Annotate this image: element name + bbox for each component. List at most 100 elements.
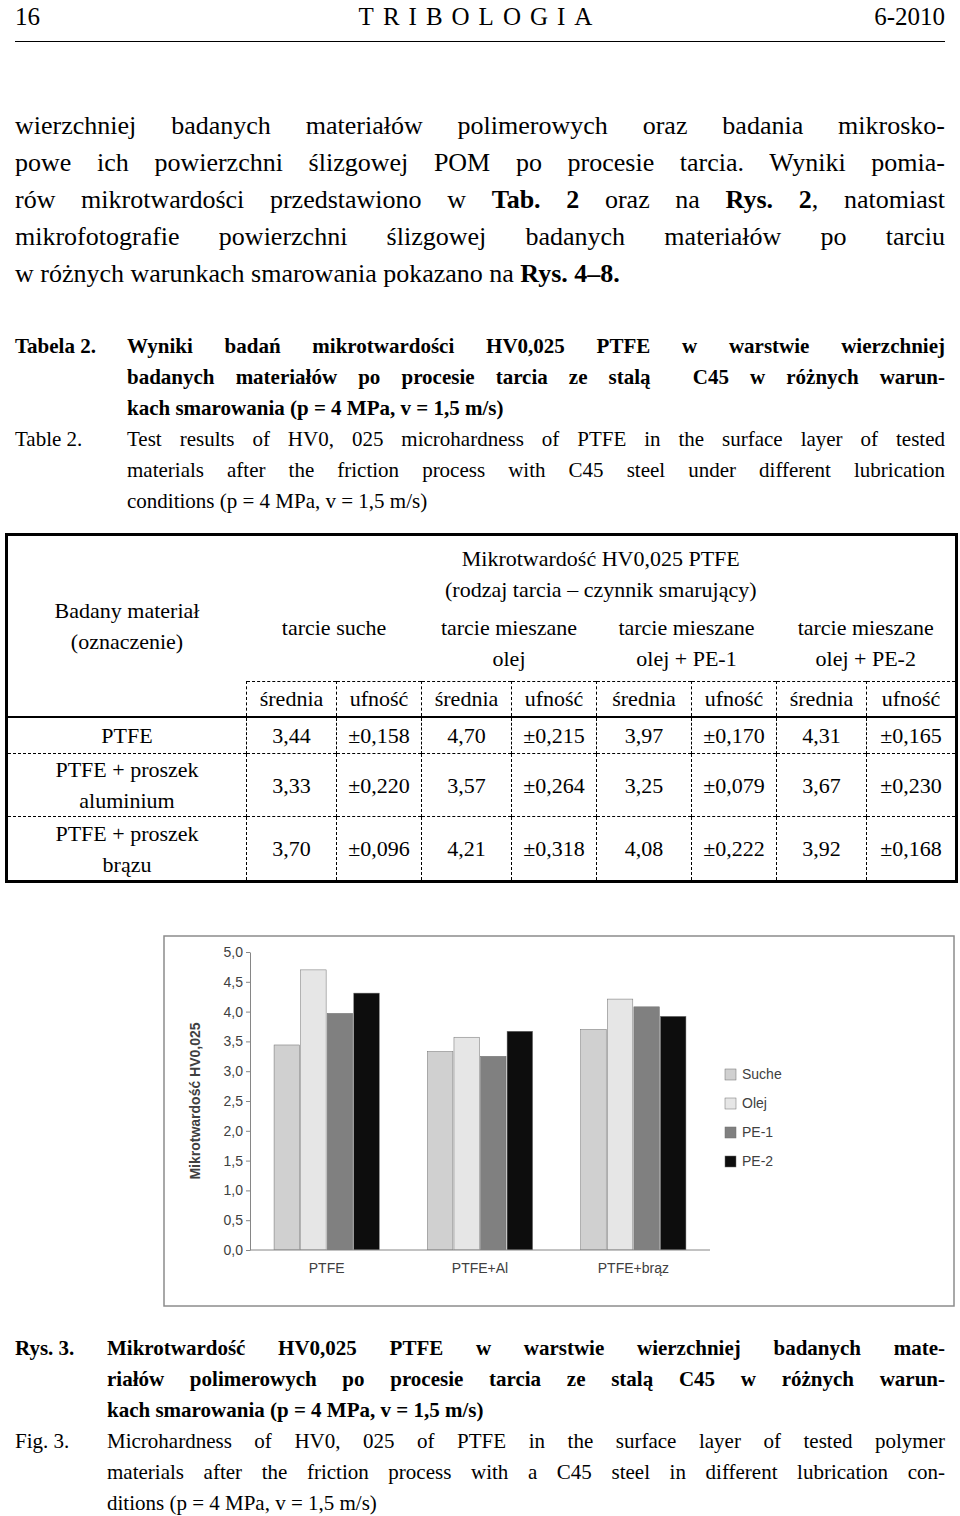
- legend-item: Olej: [725, 1095, 767, 1111]
- x-tick-label: PTFE+brąz: [598, 1260, 669, 1276]
- subheader: ufność: [512, 682, 597, 717]
- y-tick: 0,5: [224, 1212, 250, 1228]
- bold-reference: Rys. 2: [726, 185, 812, 214]
- group-header-line: Mikrotwardość HV0,025 PTFE: [462, 546, 740, 571]
- y-tick-label: 3,0: [224, 1063, 244, 1079]
- x-axis-line: [250, 1250, 710, 1251]
- paragraph: wierzchniej badanych materiałów polimero…: [15, 107, 945, 292]
- text-run: , natomiast: [812, 185, 945, 214]
- y-tick-label: 4,5: [224, 974, 244, 990]
- subheader: ufność: [337, 682, 422, 717]
- bar: [581, 1029, 607, 1250]
- condition-header: tarcie mieszane olej: [422, 612, 597, 682]
- caption-line: kach smarowania (p = 4 MPa, v = 1,5 m/s): [107, 1395, 945, 1426]
- table-cell: ±0,079: [692, 754, 777, 817]
- table-cell: 4,31: [777, 717, 867, 754]
- y-tick: 3,5: [224, 1033, 250, 1049]
- caption-line: kach smarowania (p = 4 MPa, v = 1,5 m/s): [127, 393, 945, 424]
- subheader: średnia: [597, 682, 692, 717]
- chart: 0,00,51,01,52,02,53,03,54,04,55,0PTFEPTF…: [163, 935, 955, 1307]
- bar: [327, 1013, 353, 1250]
- bar: [660, 1016, 686, 1250]
- x-axis: PTFEPTFE+AlPTFE+brąz: [250, 1250, 710, 1276]
- table-cell: ±0,264: [512, 754, 597, 817]
- y-tick-mark: [246, 982, 250, 983]
- y-tick-mark: [246, 1101, 250, 1102]
- y-tick: 0,0: [224, 1242, 250, 1258]
- table-cell: 3,25: [597, 754, 692, 817]
- y-tick-mark: [246, 1220, 250, 1221]
- y-tick-label: 2,5: [224, 1093, 244, 1109]
- y-tick-label: 0,5: [224, 1212, 244, 1228]
- legend-label: PE-1: [742, 1124, 773, 1140]
- y-axis: 0,0 0,5 1,0 1,5 2,0 2,5 3,0 3,5 4,0 4,5 5,0: [224, 944, 251, 1258]
- subheader: ufność: [692, 682, 777, 717]
- y-tick-label: 0,0: [224, 1242, 244, 1258]
- caption-line: Wyniki badań mikrotwardości HV0,025 PTFE…: [127, 331, 945, 362]
- y-tick-label: 2,0: [224, 1123, 244, 1139]
- table-cell: ±0,165: [867, 717, 957, 754]
- header-row: średniaufnośćśredniaufnośćśredniaufnośćś…: [7, 682, 957, 717]
- bars: [274, 970, 686, 1250]
- y-tick-mark: [246, 1041, 250, 1042]
- table-cell: 3,70: [247, 817, 337, 882]
- row-label: PTFE + proszek aluminium: [7, 754, 247, 817]
- y-tick-label: 1,5: [224, 1153, 244, 1169]
- issue-number: 6-2010: [874, 3, 945, 31]
- bar: [607, 999, 633, 1250]
- table-cell: ±0,168: [867, 817, 957, 882]
- legend-item: PE-2: [725, 1153, 773, 1169]
- legend-swatch: [725, 1069, 736, 1080]
- y-tick-mark: [246, 1071, 250, 1072]
- y-tick-label: 1,0: [224, 1182, 244, 1198]
- condition-header: tarcie mieszane olej + PE-1: [597, 612, 777, 682]
- subheader: średnia: [247, 682, 337, 717]
- y-tick: 1,0: [224, 1182, 250, 1198]
- table-cell: 3,33: [247, 754, 337, 817]
- y-tick: 1,5: [224, 1153, 250, 1169]
- caption-label: Fig. 3.: [15, 1426, 69, 1457]
- y-tick-mark: [246, 1012, 250, 1013]
- y-tick-label: 5,0: [224, 944, 244, 960]
- bar: [354, 993, 380, 1250]
- bar: [274, 1045, 300, 1250]
- caption-line: ditions (p = 4 MPa, v = 1,5 m/s): [107, 1488, 945, 1516]
- condition-header: tarcie mieszane olej + PE-2: [777, 612, 957, 682]
- bar: [454, 1037, 480, 1250]
- subheader: średnia: [422, 682, 512, 717]
- condition-header: tarcie suche: [247, 612, 422, 682]
- table-cell: ±0,220: [337, 754, 422, 817]
- x-tick: PTFE+Al: [452, 1260, 508, 1276]
- table-cell: 3,92: [777, 817, 867, 882]
- data-row: PTFE3,44±0,1584,70±0,2153,97±0,1704,31±0…: [7, 717, 957, 754]
- legend-label: PE-2: [742, 1153, 773, 1169]
- bar: [507, 1031, 533, 1250]
- text-run: rów mikrotwardości przedstawiono w: [15, 185, 492, 214]
- y-tick: 4,5: [224, 974, 250, 990]
- legend-swatch: [725, 1098, 736, 1109]
- data-row: PTFE + proszek brązu3,70±0,0964,21±0,318…: [7, 817, 957, 882]
- table-cell: ±0,215: [512, 717, 597, 754]
- table-cell: ±0,230: [867, 754, 957, 817]
- table-cell: ±0,318: [512, 817, 597, 882]
- legend-item: Suche: [725, 1066, 782, 1082]
- table-cell: 4,08: [597, 817, 692, 882]
- legend-label: Olej: [742, 1095, 767, 1111]
- caption-label: Table 2.: [15, 424, 82, 455]
- y-tick-mark: [246, 1190, 250, 1191]
- table-cell: 3,97: [597, 717, 692, 754]
- corner-header: Badany materiał (oznaczenie): [7, 535, 247, 717]
- page-number: 16: [15, 3, 40, 31]
- y-tick: 2,5: [224, 1093, 250, 1109]
- y-tick-mark: [246, 1161, 250, 1162]
- page-header: 16TRIBOLOGIA6-2010: [15, 0, 945, 42]
- y-tick-label: 4,0: [224, 1004, 244, 1020]
- bar: [427, 1052, 453, 1250]
- table-cell: ±0,170: [692, 717, 777, 754]
- legend-swatch: [725, 1127, 736, 1138]
- y-tick: 2,0: [224, 1123, 250, 1139]
- caption-line: materials after the friction process wit…: [107, 1457, 945, 1488]
- table-cell: 3,57: [422, 754, 512, 817]
- x-tick: PTFE+brąz: [598, 1260, 669, 1276]
- data-table: Badany materiał (oznaczenie) Mikrotwardoś…: [5, 533, 958, 883]
